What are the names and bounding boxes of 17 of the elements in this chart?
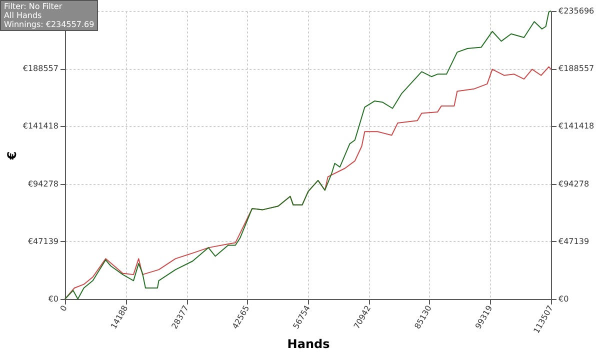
y-tick-label: €94278: [28, 179, 58, 188]
y-tick-label: €47139: [28, 236, 58, 246]
y-tick-label: €0: [48, 294, 58, 304]
y2-tick-label: €47139: [558, 236, 590, 246]
y-tick-label: €188557: [22, 64, 58, 74]
y2-tick-label: €94278: [558, 179, 590, 188]
y2-tick-label: €235696: [558, 6, 594, 16]
y2-tick-label: €0: [558, 294, 569, 304]
y2-tick-label: €141418: [558, 122, 594, 131]
x-tick-label: 0: [58, 304, 69, 313]
text: Filter: No Filter: [4, 2, 64, 11]
annotation: Winnings: €234557.69: [4, 20, 94, 29]
y2-tick-label: €188557: [558, 64, 594, 74]
x-axis-title: Hands: [287, 336, 330, 351]
y-axis-title: €: [4, 151, 19, 161]
y-tick-label: €141418: [22, 122, 58, 131]
text: All Hands: [4, 11, 43, 20]
